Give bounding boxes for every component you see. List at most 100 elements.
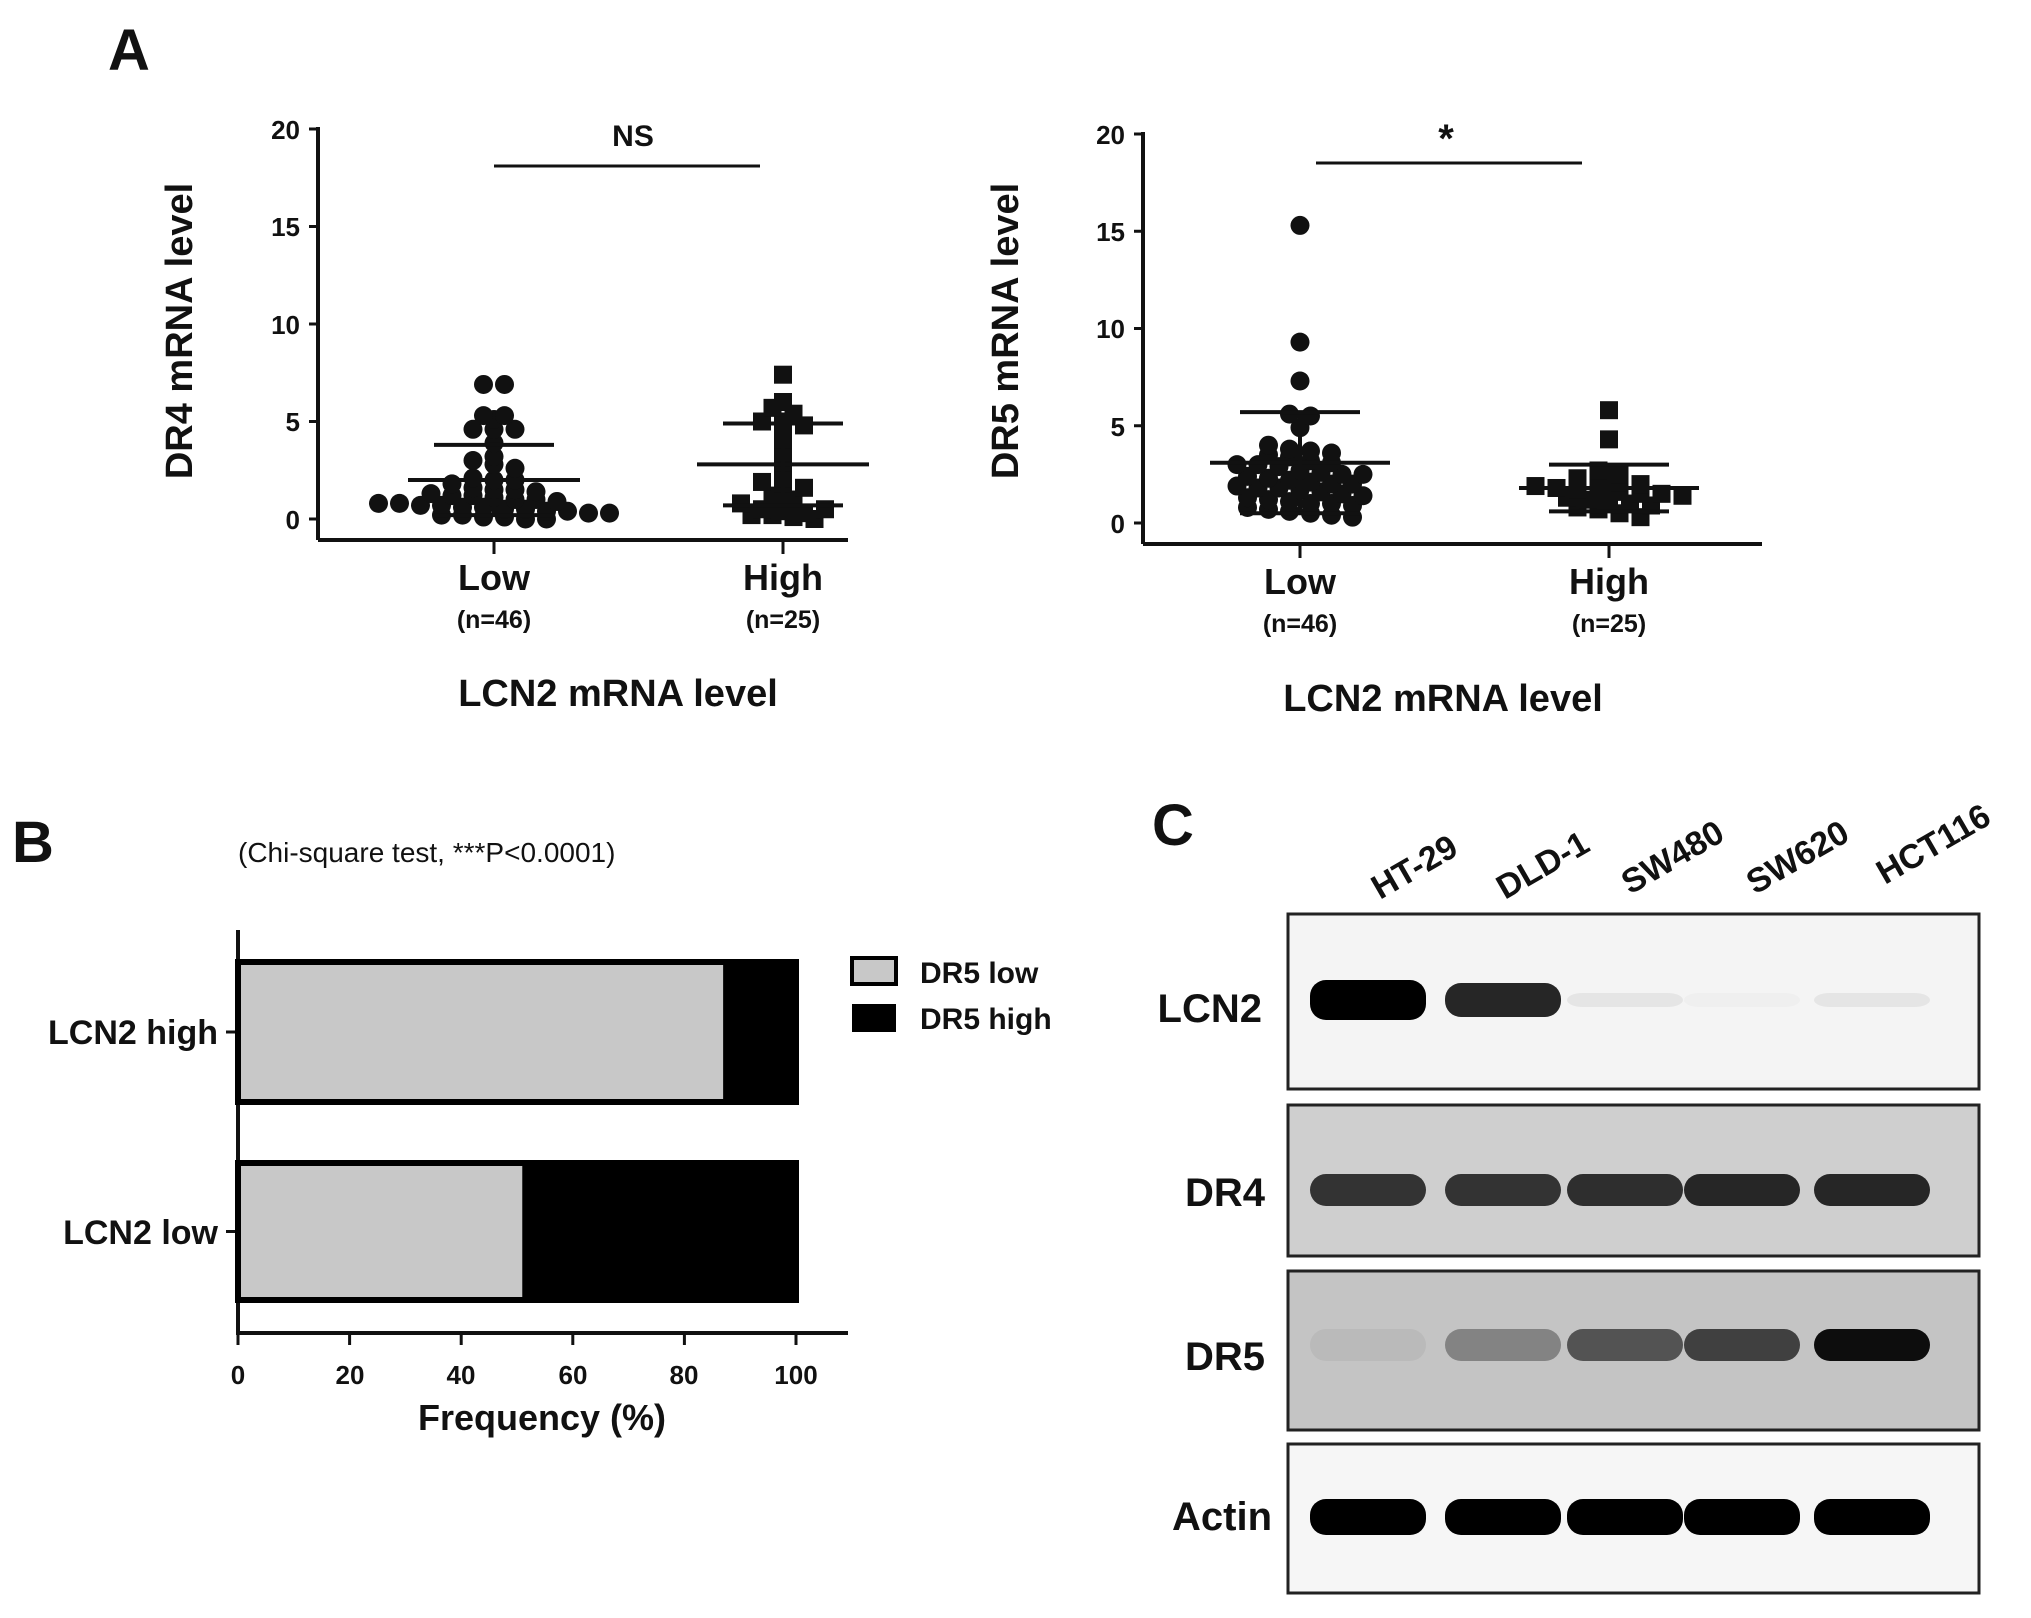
y-tick-label: 20 bbox=[271, 115, 300, 145]
legend-label-dr5-high: DR5 high bbox=[920, 1003, 1052, 1036]
blot-row-label-actin: Actin bbox=[1172, 1495, 1272, 1539]
panel-label-b: B bbox=[12, 810, 54, 875]
data-point bbox=[463, 451, 483, 470]
x-tick-label: 0 bbox=[231, 1360, 245, 1390]
data-point bbox=[816, 500, 834, 519]
protein-band bbox=[1567, 1499, 1683, 1535]
category-label-low: Low bbox=[458, 557, 531, 598]
protein-band bbox=[1814, 993, 1930, 1007]
protein-band bbox=[1445, 1499, 1561, 1535]
y-tick-label: 0 bbox=[286, 505, 300, 535]
data-point bbox=[1290, 215, 1310, 235]
dr5-scatter-chart: DR5 mRNA level LCN2 mRNA level Low (n=46… bbox=[985, 117, 1762, 720]
category-label: LCN2 high bbox=[48, 1014, 218, 1052]
data-point bbox=[495, 406, 514, 426]
protein-band bbox=[1814, 1329, 1930, 1361]
significance-label: NS bbox=[612, 120, 654, 153]
blot-row-label-lcn2: LCN2 bbox=[1158, 987, 1262, 1031]
x-tick-label: 20 bbox=[336, 1360, 365, 1390]
panel-label-c: C bbox=[1152, 793, 1194, 858]
protein-band bbox=[1310, 1499, 1426, 1535]
data-point bbox=[1301, 406, 1320, 426]
data-point bbox=[442, 474, 462, 494]
data-point bbox=[579, 503, 598, 523]
data-point bbox=[1322, 443, 1341, 463]
lane-label: HT-29 bbox=[1365, 828, 1464, 907]
legend-label-dr5-low: DR5 low bbox=[920, 957, 1039, 990]
blot-row-label-dr4: DR4 bbox=[1185, 1171, 1266, 1215]
x-tick-label: 100 bbox=[774, 1360, 817, 1390]
data-point bbox=[1290, 332, 1310, 352]
protein-band bbox=[1567, 993, 1683, 1007]
bar-segment bbox=[235, 1160, 529, 1303]
data-point bbox=[753, 472, 771, 491]
data-point bbox=[1568, 469, 1587, 488]
data-point bbox=[1600, 430, 1618, 449]
x-tick-label: 40 bbox=[447, 1360, 476, 1390]
bar-segment bbox=[235, 959, 730, 1105]
y-tick-label: 15 bbox=[1096, 217, 1125, 247]
x-tick-label: 60 bbox=[559, 1360, 588, 1390]
data-point bbox=[526, 482, 546, 502]
protein-band bbox=[1310, 980, 1426, 1020]
data-point bbox=[774, 365, 792, 384]
protein-band bbox=[1445, 1174, 1561, 1206]
x-axis-label: Frequency (%) bbox=[418, 1397, 666, 1438]
data-point bbox=[1631, 475, 1650, 494]
lane-label: SW620 bbox=[1740, 813, 1856, 902]
data-point bbox=[774, 393, 792, 411]
data-point bbox=[505, 419, 525, 439]
y-tick-label: 10 bbox=[271, 310, 300, 340]
lane-label: SW480 bbox=[1615, 813, 1731, 902]
x-tick-label: 80 bbox=[670, 1360, 699, 1390]
legend-swatch-dr5-low bbox=[850, 956, 898, 986]
data-point bbox=[463, 419, 483, 439]
data-point bbox=[369, 493, 388, 513]
category-label-high: High bbox=[743, 557, 823, 598]
category-label-low: Low bbox=[1264, 561, 1337, 602]
data-point bbox=[795, 478, 813, 497]
data-point bbox=[1353, 464, 1373, 484]
significance-label: * bbox=[1438, 117, 1454, 161]
data-point bbox=[1301, 441, 1320, 461]
data-point bbox=[390, 493, 409, 513]
x-axis-label: LCN2 mRNA level bbox=[1283, 678, 1603, 720]
lane-label: DLD-1 bbox=[1490, 824, 1596, 907]
legend-swatch-dr5-high bbox=[852, 1004, 896, 1032]
chart-title: (Chi-square test, ***P<0.0001) bbox=[238, 837, 615, 868]
protein-band bbox=[1445, 983, 1561, 1017]
category-label: LCN2 low bbox=[63, 1214, 218, 1252]
category-label-high: High bbox=[1569, 561, 1649, 602]
protein-band bbox=[1684, 1329, 1800, 1361]
protein-band bbox=[1814, 1499, 1930, 1535]
data-point bbox=[1290, 371, 1310, 391]
category-n-high: (n=25) bbox=[1572, 610, 1646, 638]
bar-segment bbox=[723, 959, 799, 1105]
data-point bbox=[1610, 465, 1629, 484]
protein-band bbox=[1684, 1499, 1800, 1535]
protein-band bbox=[1567, 1329, 1683, 1361]
bar-segment bbox=[522, 1160, 799, 1303]
category-n-low: (n=46) bbox=[1263, 610, 1337, 638]
dr4-scatter-chart: DR4 mRNA level LCN2 mRNA level Low (n=46… bbox=[159, 115, 869, 715]
data-point bbox=[547, 491, 567, 511]
protein-band bbox=[1684, 1174, 1800, 1206]
blot-row-label-dr5: DR5 bbox=[1185, 1335, 1265, 1379]
category-n-low: (n=46) bbox=[457, 606, 531, 634]
protein-band bbox=[1310, 1174, 1426, 1206]
data-point bbox=[495, 374, 514, 394]
data-point bbox=[1259, 435, 1278, 455]
protein-band bbox=[1310, 1329, 1426, 1361]
data-point bbox=[1600, 401, 1618, 420]
y-tick-label: 20 bbox=[1096, 120, 1125, 150]
western-blot: HT-29 DLD-1 SW480 SW620 HCT116 LCN2 DR4 … bbox=[1158, 797, 1997, 1595]
protein-band bbox=[1567, 1174, 1683, 1206]
y-tick-label: 5 bbox=[1111, 412, 1125, 442]
y-axis-label: DR5 mRNA level bbox=[985, 183, 1027, 479]
data-point bbox=[421, 484, 441, 504]
data-point bbox=[505, 458, 525, 478]
data-point bbox=[795, 504, 813, 523]
data-point bbox=[1280, 439, 1299, 459]
panel-label-a: A bbox=[108, 18, 150, 83]
